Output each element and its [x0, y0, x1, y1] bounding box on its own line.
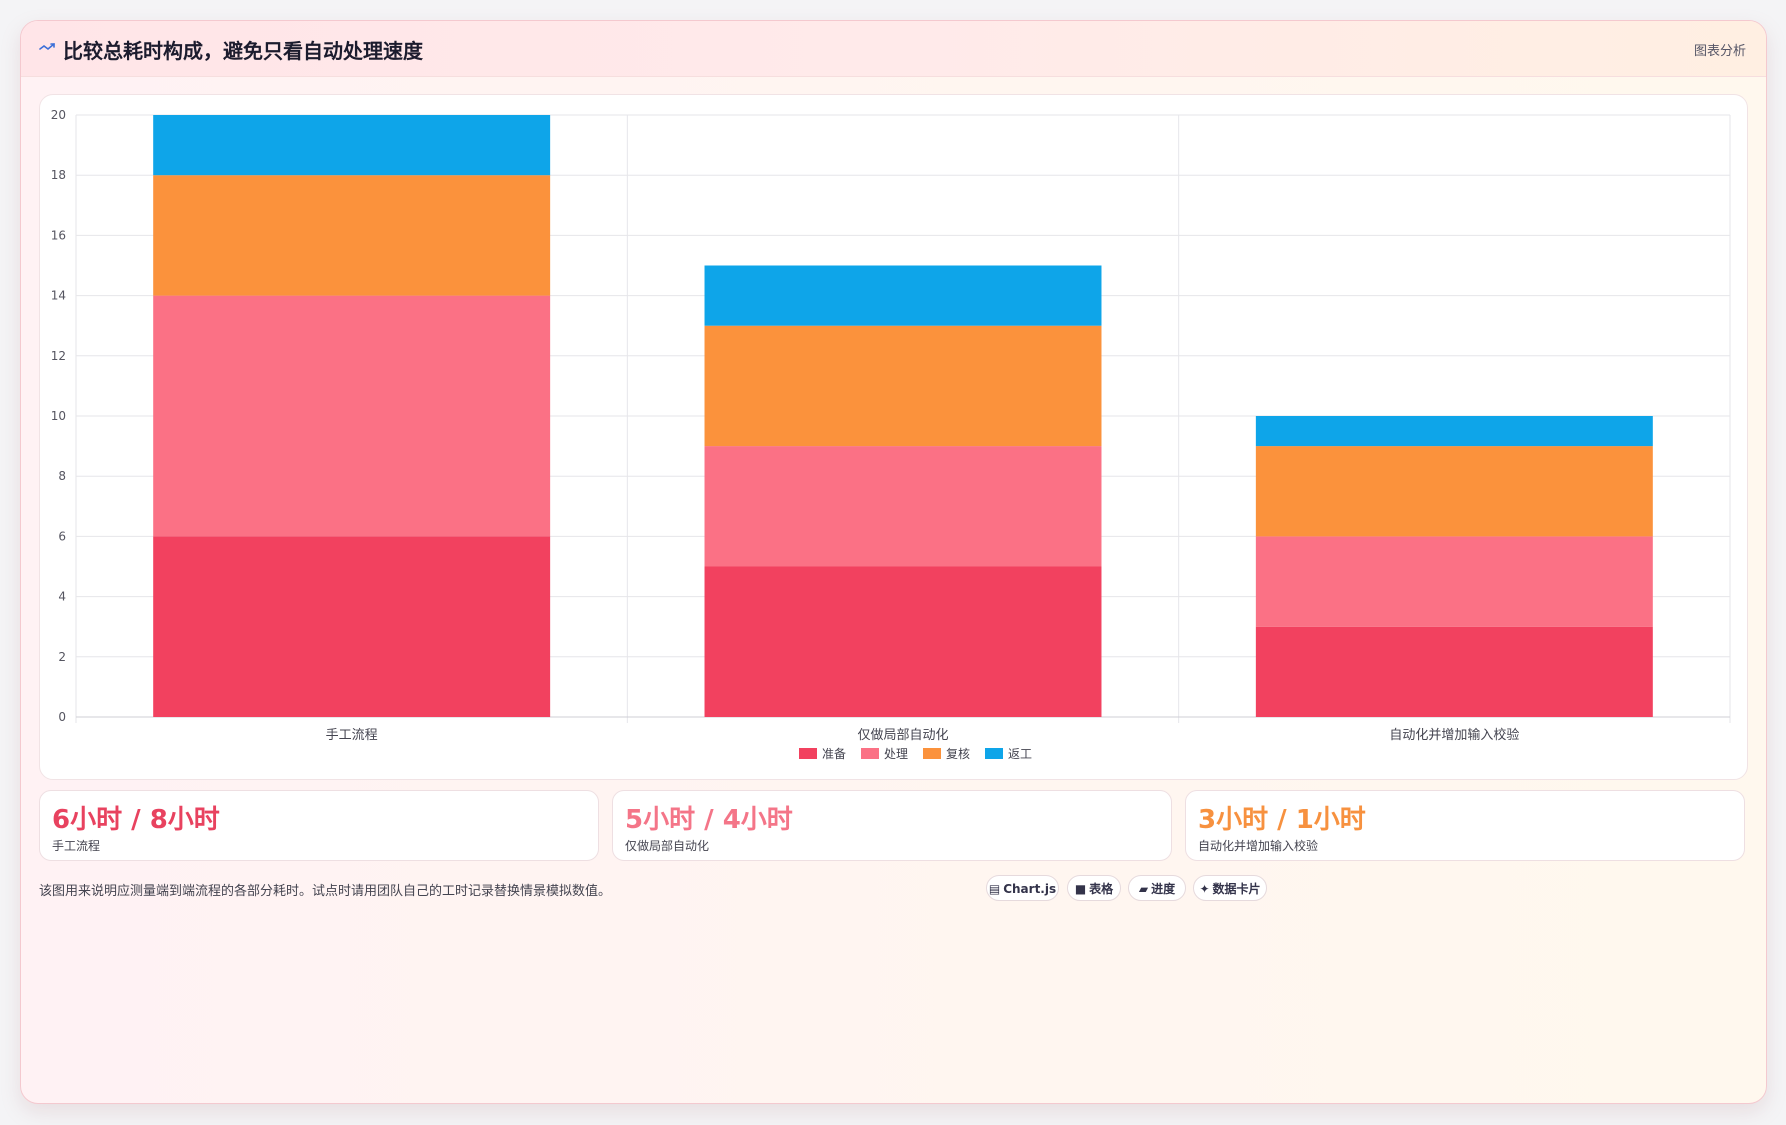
x-category-label: 手工流程	[326, 728, 378, 743]
stat-card-partial-automation: 5小时 / 4小时 仅做局部自动化	[612, 790, 1172, 861]
stat-label: 仅做局部自动化	[625, 839, 710, 853]
bar-segment	[704, 265, 1102, 326]
pill-table[interactable]: ■ 表格	[1067, 875, 1121, 901]
chart-icon: ▤	[988, 882, 1001, 896]
progress-icon: ▰	[1138, 882, 1149, 896]
chart-card: 比较总耗时构成，避免只看自动处理速度 图表分析 0 2 4 6 8 10 12 14 16 18 2…	[20, 20, 1767, 1104]
chart-type-tag: 图表分析	[1693, 44, 1746, 59]
stat-card-manual: 6小时 / 8小时 手工流程	[39, 790, 599, 861]
card-header: 比较总耗时构成，避免只看自动处理速度 图表分析	[21, 21, 1766, 77]
legend-swatch	[985, 748, 1003, 759]
bar-segment	[704, 446, 1102, 567]
y-tick-label: 14	[51, 289, 66, 303]
pill-progress[interactable]: ▰ 进度	[1128, 875, 1186, 901]
table-icon: ■	[1074, 882, 1087, 896]
y-tick-label: 2	[58, 650, 66, 664]
legend-label: 处理	[884, 747, 908, 761]
bar-segment	[704, 325, 1102, 447]
stacked-bar-chart: 0 2 4 6 8 10 12 14 16 18 20 手工流程 仅做局部自动化 自动化并增加输入校验准备…	[51, 108, 1731, 761]
y-tick-label: 16	[51, 228, 66, 242]
trend-line-icon	[39, 43, 55, 51]
footnote: 该图用来说明应测量端到端流程的各部分耗时。试点时请用团队自己的工时记录替换情景模…	[39, 884, 612, 899]
stat-label: 手工流程	[52, 839, 101, 853]
pill-chartjs[interactable]: ▤ Chart.js	[986, 875, 1059, 901]
pill-data-card[interactable]: ✦ 数据卡片	[1193, 875, 1267, 901]
bar-segment	[1255, 446, 1653, 537]
x-category-label: 自动化并增加输入校验	[1389, 727, 1519, 743]
chart-title: 比较总耗时构成，避免只看自动处理速度	[63, 39, 423, 63]
y-tick-label: 10	[51, 409, 66, 423]
sparkle-icon: ✦	[1199, 882, 1210, 896]
legend-label: 返工	[1008, 747, 1032, 761]
pill-label: Chart.js	[1003, 882, 1057, 896]
bar-segment	[1255, 626, 1653, 717]
y-tick-label: 6	[58, 529, 66, 543]
y-tick-label: 8	[58, 469, 66, 483]
pill-label: 表格	[1089, 882, 1114, 896]
bar-segment	[153, 175, 551, 296]
y-tick-label: 18	[51, 168, 66, 182]
chart-panel: 0 2 4 6 8 10 12 14 16 18 20 手工流程 仅做局部自动化 自动化并增加输入校验准备…	[39, 94, 1748, 780]
bar-segment	[1255, 536, 1653, 627]
x-category-label: 仅做局部自动化	[857, 728, 948, 743]
y-tick-label: 12	[51, 349, 66, 363]
bar-segment	[153, 536, 551, 717]
legend-label: 复核	[946, 747, 970, 761]
stat-value: 5小时 / 4小时	[625, 805, 793, 835]
pill-label: 进度	[1151, 882, 1176, 896]
legend-swatch	[923, 748, 941, 759]
bar-segment	[153, 295, 551, 537]
legend-label: 准备	[822, 747, 846, 761]
y-tick-label: 0	[58, 710, 66, 724]
stat-label: 自动化并增加输入校验	[1198, 839, 1319, 853]
bar-segment	[153, 115, 551, 176]
stat-card-automation-validation: 3小时 / 1小时 自动化并增加输入校验	[1185, 790, 1745, 861]
bar-segment	[1255, 416, 1653, 447]
stat-value: 6小时 / 8小时	[52, 805, 220, 835]
legend-swatch	[861, 748, 879, 759]
stat-value: 3小时 / 1小时	[1198, 805, 1366, 835]
pill-label: 数据卡片	[1212, 882, 1261, 896]
y-tick-label: 4	[58, 590, 66, 604]
legend-swatch	[799, 748, 817, 759]
bar-segment	[704, 566, 1102, 717]
y-tick-label: 20	[51, 108, 66, 122]
